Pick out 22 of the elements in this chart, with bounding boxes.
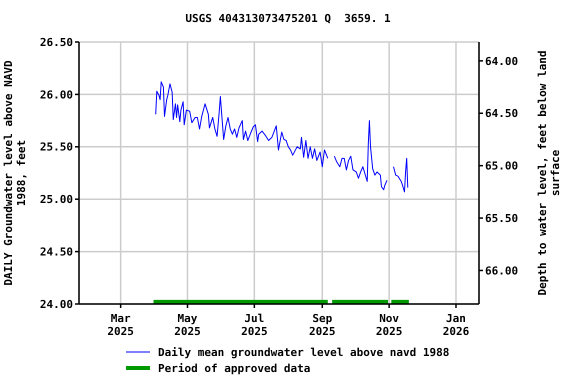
y-tick-label: 24.50 xyxy=(40,246,73,259)
y2-tick-label: 64.50 xyxy=(485,107,518,120)
legend-label: Daily mean groundwater level above navd 1988 xyxy=(158,346,450,358)
x-tick-label: Mar 2025 xyxy=(107,312,134,338)
legend-label: Period of approved data xyxy=(158,362,310,374)
y2-axis-title: Depth to water level, feet below land surface xyxy=(536,50,562,296)
x-tick-label: May 2025 xyxy=(174,312,201,338)
y-tick-label: 25.00 xyxy=(40,193,73,206)
x-tick-label: Sep 2025 xyxy=(309,312,336,338)
x-tick-label: Jul 2025 xyxy=(241,312,268,338)
y2-tick-label: 64.00 xyxy=(485,54,518,68)
x-tick-label: Jan 2026 xyxy=(442,312,470,338)
y-tick-label: 25.50 xyxy=(40,140,73,154)
chart-title: USGS 404313073475201 Q 3659. 1 xyxy=(184,12,392,25)
y2-tick-label: 65.50 xyxy=(485,212,518,225)
y-tick-label: 26.50 xyxy=(40,36,73,49)
y2-tick-label: 65.00 xyxy=(485,160,518,173)
y-tick-label: 24.00 xyxy=(40,298,73,311)
y-tick-label: 26.00 xyxy=(40,88,73,102)
y-axis-title: DAILY Groundwater level above NAVD 1988, feet xyxy=(2,60,28,286)
x-tick-label: Nov 2025 xyxy=(376,312,402,338)
y2-tick-label: 66.00 xyxy=(485,264,518,278)
